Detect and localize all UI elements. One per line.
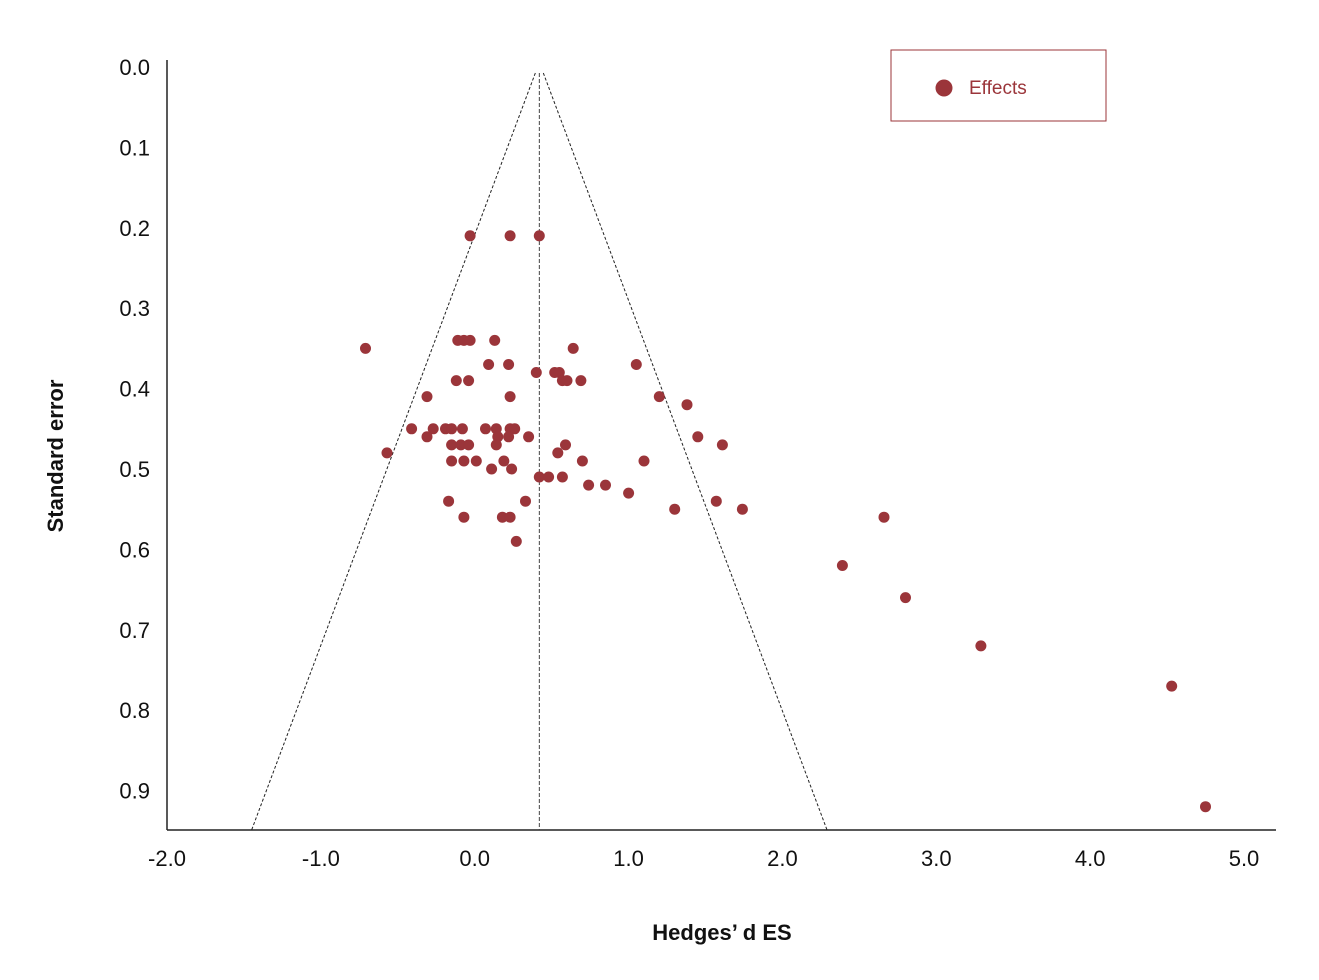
data-point-31 xyxy=(480,423,491,435)
data-point-35 xyxy=(421,431,433,443)
data-point-23 xyxy=(504,391,516,403)
data-point-74 xyxy=(1166,680,1178,692)
data-point-42 xyxy=(463,439,475,451)
x-tick-label: 1.0 xyxy=(613,846,644,871)
data-point-22 xyxy=(421,391,433,403)
data-point-27 xyxy=(427,423,439,435)
data-point-4 xyxy=(360,342,371,354)
legend-marker-effects xyxy=(935,79,953,97)
data-point-13 xyxy=(630,359,642,370)
data-point-58 xyxy=(583,479,595,491)
data-point-26 xyxy=(406,423,418,435)
data-point-50 xyxy=(498,455,510,467)
y-tick-label: 0.9 xyxy=(119,779,150,804)
data-point-75 xyxy=(1200,801,1211,813)
data-point-48 xyxy=(458,455,470,467)
data-point-29 xyxy=(446,423,458,435)
data-point-41 xyxy=(455,439,467,451)
data-point-73 xyxy=(975,640,987,652)
data-point-20 xyxy=(561,375,573,387)
data-point-12 xyxy=(503,359,515,370)
y-axis-title: Standard error xyxy=(43,379,68,532)
data-point-69 xyxy=(878,511,890,523)
data-point-11 xyxy=(483,359,495,370)
data-point-37 xyxy=(503,431,515,443)
data-point-38 xyxy=(523,431,535,443)
data-point-64 xyxy=(669,503,681,515)
data-point-25 xyxy=(681,399,693,411)
data-point-1 xyxy=(464,230,476,242)
y-tick-label: 0.1 xyxy=(119,135,150,160)
data-point-49 xyxy=(470,455,482,467)
data-point-46 xyxy=(552,447,564,459)
data-point-66 xyxy=(458,511,470,523)
data-point-51 xyxy=(576,455,588,467)
x-tick-label: -1.0 xyxy=(302,846,340,871)
y-tick-label: 0.0 xyxy=(119,55,150,80)
data-point-40 xyxy=(446,439,458,451)
data-point-24 xyxy=(653,391,665,403)
data-point-8 xyxy=(464,334,476,346)
data-point-72 xyxy=(900,592,911,604)
legend-box xyxy=(890,49,1107,122)
y-tick-label: 0.4 xyxy=(119,377,150,402)
data-point-65 xyxy=(736,503,748,515)
funnel-layer xyxy=(251,72,828,831)
data-point-53 xyxy=(486,463,498,475)
data-point-9 xyxy=(489,334,501,346)
y-tick-label: 0.2 xyxy=(119,216,150,241)
x-tick-labels: -2.0 -1.0 0.0 1.0 2.0 3.0 4.0 5.0 xyxy=(148,846,1259,871)
data-point-18 xyxy=(463,375,475,387)
data-point-61 xyxy=(443,495,455,507)
x-tick-label: 2.0 xyxy=(767,846,798,871)
data-point-56 xyxy=(543,471,555,483)
funnel-right-line xyxy=(542,72,828,831)
points-layer xyxy=(360,230,1211,813)
data-point-47 xyxy=(446,455,458,467)
y-tick-labels: 0.0 0.1 0.2 0.3 0.4 0.5 0.6 0.7 0.8 0.9 xyxy=(119,55,150,804)
y-tick-label: 0.8 xyxy=(119,698,150,723)
data-point-17 xyxy=(450,375,462,387)
data-point-30 xyxy=(456,423,468,435)
legend: Effects xyxy=(890,49,1107,122)
y-tick-label: 0.7 xyxy=(119,618,150,643)
data-point-54 xyxy=(506,463,518,475)
data-point-5 xyxy=(381,447,393,459)
data-point-14 xyxy=(530,367,542,378)
data-point-43 xyxy=(490,439,502,451)
x-tick-label: 4.0 xyxy=(1075,846,1106,871)
data-point-3 xyxy=(533,230,545,242)
data-point-55 xyxy=(533,471,545,483)
funnel-left-line xyxy=(251,72,536,831)
data-point-39 xyxy=(692,431,704,443)
data-point-10 xyxy=(567,342,579,354)
y-tick-label: 0.3 xyxy=(119,296,150,321)
data-point-67 xyxy=(496,511,508,523)
data-point-60 xyxy=(623,487,635,499)
data-point-70 xyxy=(510,535,522,547)
data-point-71 xyxy=(836,560,848,571)
data-point-2 xyxy=(504,230,516,242)
y-tick-label: 0.5 xyxy=(119,457,150,482)
data-point-68 xyxy=(504,511,516,523)
data-point-44 xyxy=(560,439,571,451)
data-point-34 xyxy=(509,423,521,435)
x-tick-label: 0.0 xyxy=(459,846,490,871)
data-point-21 xyxy=(575,375,587,387)
data-point-52 xyxy=(638,455,650,467)
y-tick-label: 0.6 xyxy=(119,537,150,562)
legend-label-effects: Effects xyxy=(969,78,1027,99)
x-axis-title: Hedges’ d ES xyxy=(652,920,791,945)
x-tick-label: 5.0 xyxy=(1229,846,1260,871)
data-point-45 xyxy=(716,439,728,451)
x-tick-label: 3.0 xyxy=(921,846,952,871)
x-tick-label: -2.0 xyxy=(148,846,186,871)
data-point-57 xyxy=(556,471,568,483)
data-point-62 xyxy=(520,495,531,507)
data-point-59 xyxy=(600,479,611,491)
data-point-63 xyxy=(710,495,722,507)
